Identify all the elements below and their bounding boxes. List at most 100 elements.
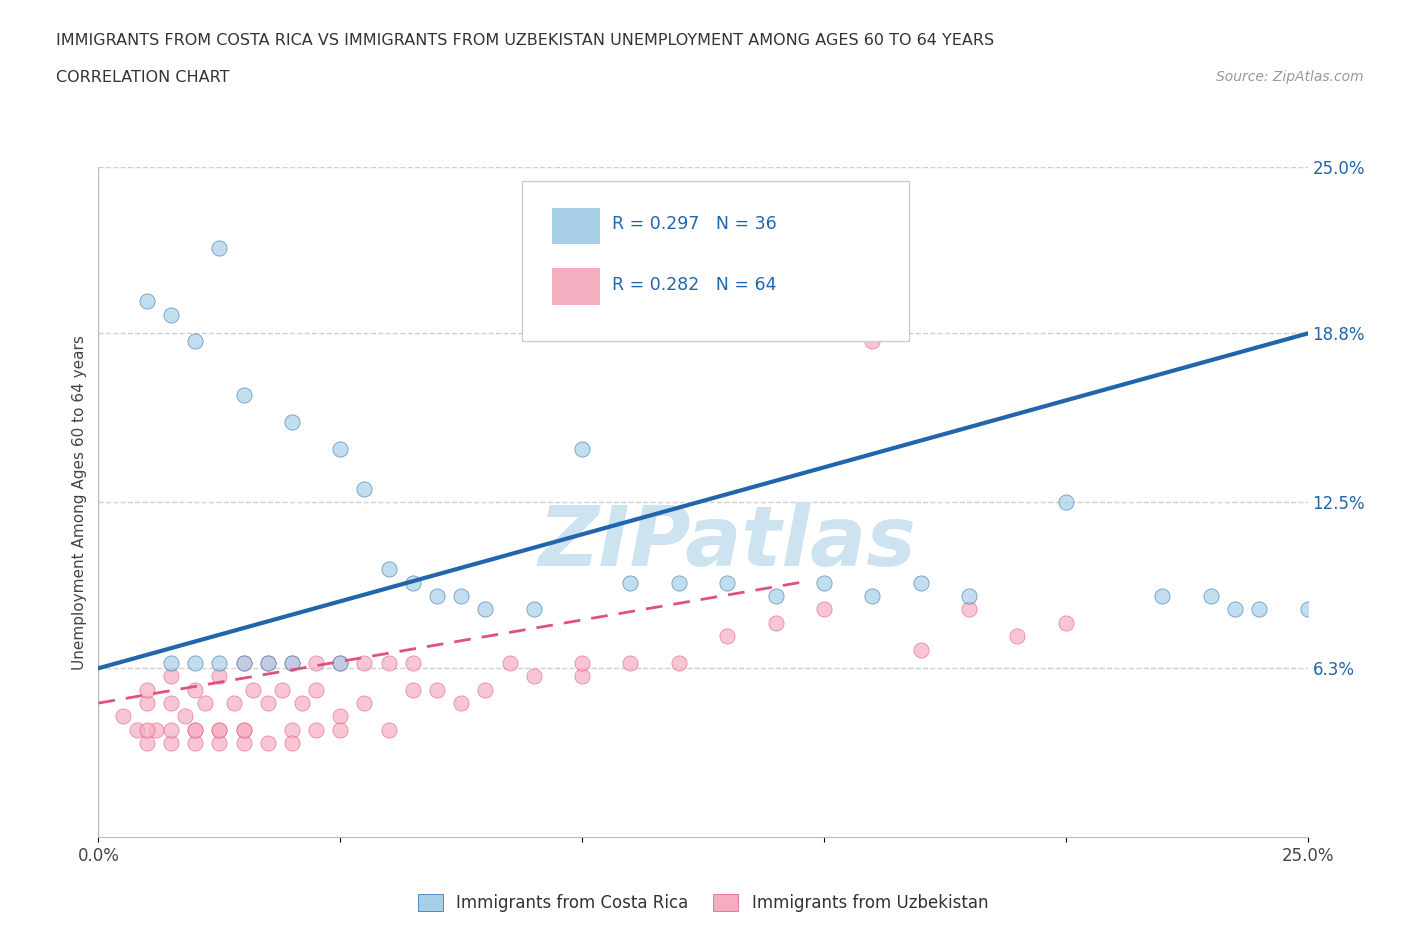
Point <box>208 736 231 751</box>
Point <box>281 723 304 737</box>
Point <box>402 575 425 590</box>
Y-axis label: Unemployment Among Ages 60 to 64 years: Unemployment Among Ages 60 to 64 years <box>72 335 87 670</box>
Point <box>135 294 157 309</box>
Point <box>1223 602 1246 617</box>
Point <box>256 656 278 671</box>
Point <box>1007 629 1029 644</box>
Point <box>377 562 399 577</box>
Point <box>135 736 157 751</box>
Point <box>232 736 254 751</box>
Point <box>184 723 207 737</box>
Point <box>619 575 641 590</box>
Point <box>184 656 207 671</box>
Point <box>426 589 449 604</box>
Point <box>184 683 207 698</box>
Point <box>305 656 328 671</box>
Point <box>111 709 134 724</box>
Point <box>232 656 254 671</box>
Point <box>402 683 425 698</box>
Point <box>232 656 254 671</box>
Point <box>281 736 304 751</box>
Point <box>668 575 690 590</box>
Point <box>232 723 254 737</box>
Point <box>305 683 328 698</box>
Point <box>232 388 254 403</box>
Text: CORRELATION CHART: CORRELATION CHART <box>56 70 229 85</box>
Point <box>208 669 231 684</box>
Point <box>1054 495 1077 510</box>
Point <box>1054 616 1077 631</box>
Point <box>281 656 304 671</box>
Point <box>281 656 304 671</box>
Point <box>160 669 183 684</box>
Point <box>523 602 546 617</box>
Point <box>208 723 231 737</box>
Point <box>957 602 980 617</box>
Text: Source: ZipAtlas.com: Source: ZipAtlas.com <box>1216 70 1364 84</box>
Point <box>242 683 264 698</box>
Point <box>668 656 690 671</box>
Point <box>135 723 157 737</box>
Text: IMMIGRANTS FROM COSTA RICA VS IMMIGRANTS FROM UZBEKISTAN UNEMPLOYMENT AMONG AGES: IMMIGRANTS FROM COSTA RICA VS IMMIGRANTS… <box>56 33 994 47</box>
Point <box>523 669 546 684</box>
Point <box>860 589 883 604</box>
Point <box>474 683 496 698</box>
Bar <box>553 268 600 305</box>
Point <box>208 656 231 671</box>
Point <box>222 696 245 711</box>
Point <box>127 723 149 737</box>
Point <box>194 696 217 711</box>
Point <box>377 723 399 737</box>
Text: R = 0.297   N = 36: R = 0.297 N = 36 <box>613 216 778 233</box>
Point <box>232 723 254 737</box>
Point <box>256 696 278 711</box>
Point <box>716 575 738 590</box>
Point <box>450 589 472 604</box>
Point <box>329 723 352 737</box>
Point <box>160 723 183 737</box>
Point <box>256 736 278 751</box>
Point <box>208 240 231 255</box>
Point <box>184 736 207 751</box>
Point <box>1249 602 1271 617</box>
Text: R = 0.282   N = 64: R = 0.282 N = 64 <box>613 275 776 294</box>
Point <box>329 709 352 724</box>
Point <box>426 683 449 698</box>
Point <box>290 696 312 711</box>
Point <box>160 696 183 711</box>
Point <box>256 656 278 671</box>
Text: ZIPatlas: ZIPatlas <box>538 502 917 583</box>
Point <box>208 723 231 737</box>
Point <box>281 415 304 430</box>
Point <box>450 696 472 711</box>
Point <box>160 307 183 322</box>
Point <box>353 696 375 711</box>
Point <box>402 656 425 671</box>
FancyBboxPatch shape <box>522 180 908 341</box>
Point <box>1152 589 1174 604</box>
Point <box>957 589 980 604</box>
Point <box>135 696 157 711</box>
Point <box>571 656 593 671</box>
Point <box>305 723 328 737</box>
Point <box>765 589 787 604</box>
Point <box>571 669 593 684</box>
Point <box>813 575 835 590</box>
Point <box>329 441 352 456</box>
Point <box>910 575 932 590</box>
Legend: Immigrants from Costa Rica, Immigrants from Uzbekistan: Immigrants from Costa Rica, Immigrants f… <box>411 887 995 919</box>
Point <box>1199 589 1222 604</box>
Point <box>135 683 157 698</box>
Point <box>271 683 294 698</box>
Point <box>184 334 207 349</box>
Point <box>145 723 167 737</box>
Point <box>353 656 375 671</box>
Point <box>377 656 399 671</box>
Point <box>160 656 183 671</box>
Point <box>813 602 835 617</box>
Point <box>353 482 375 497</box>
Point <box>716 629 738 644</box>
Point <box>474 602 496 617</box>
Point <box>174 709 197 724</box>
Point <box>329 656 352 671</box>
